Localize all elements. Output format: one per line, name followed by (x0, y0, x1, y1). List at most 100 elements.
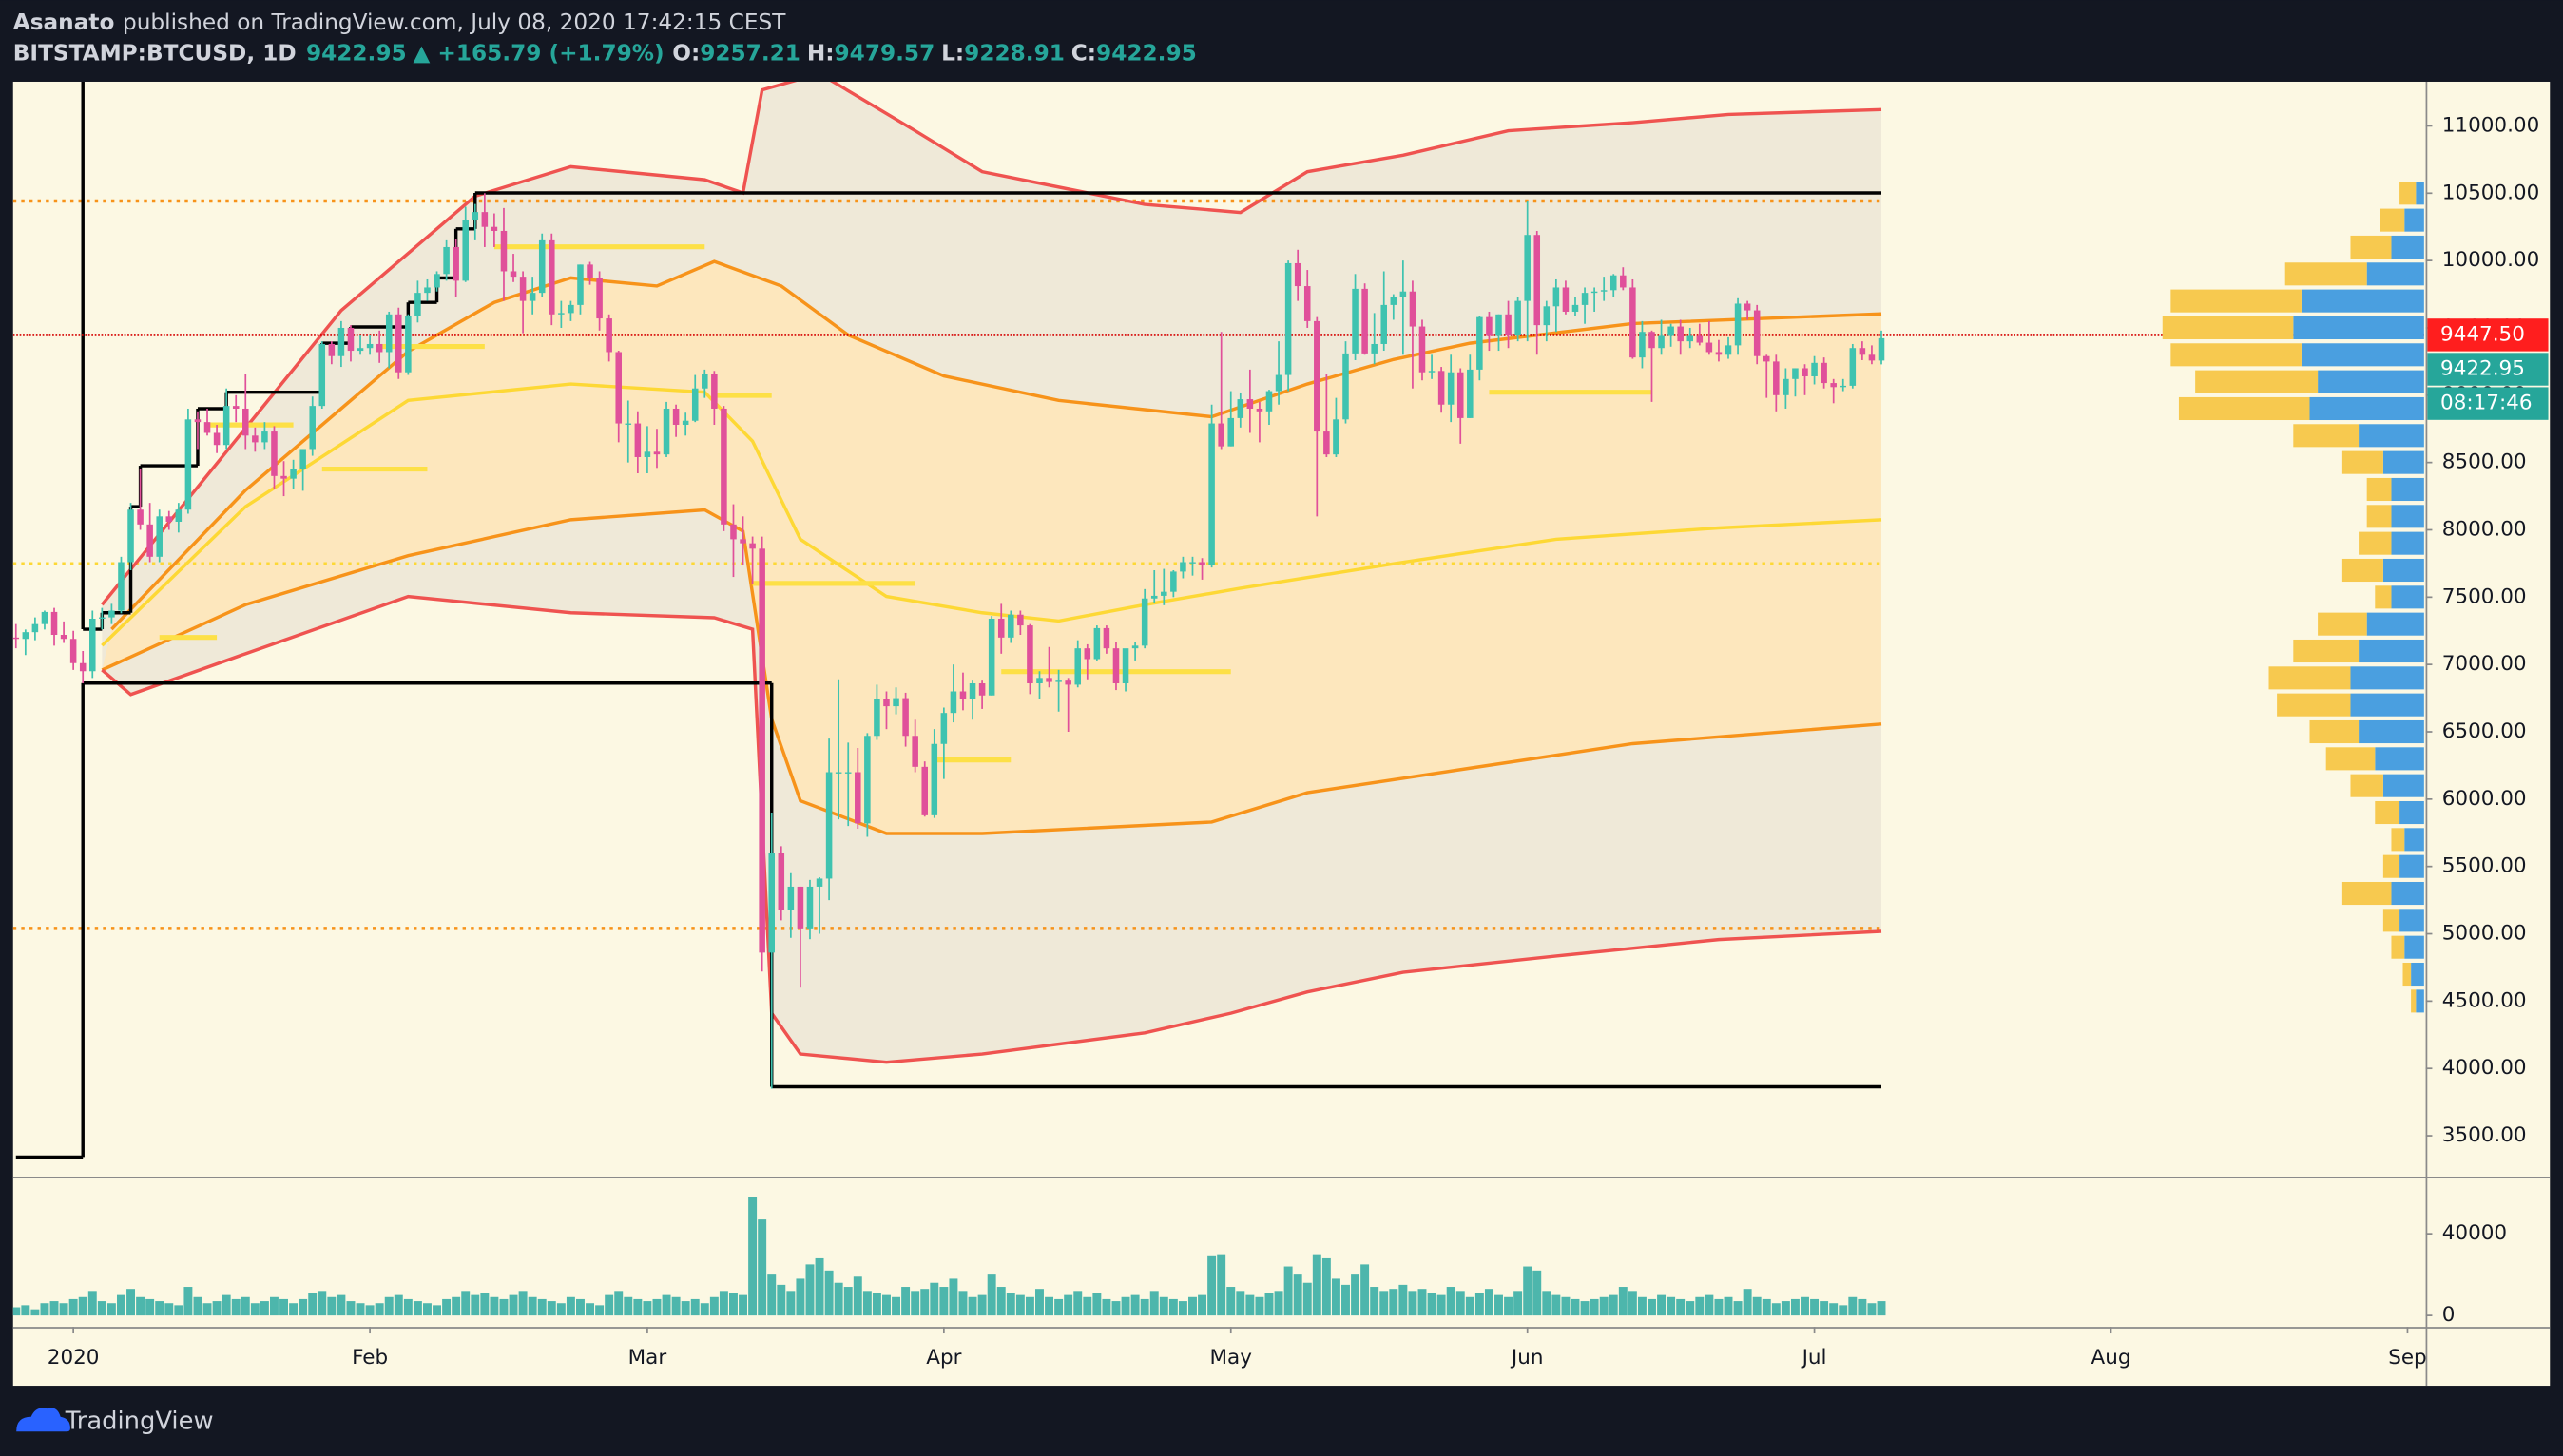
volume-bar (1083, 1296, 1092, 1316)
candle-body (337, 327, 345, 356)
volume-bar (1092, 1293, 1102, 1316)
volume-bar (1025, 1296, 1034, 1316)
volume-bar (106, 1303, 116, 1316)
candle-body (1849, 348, 1857, 386)
price-label: 9422.95 (2440, 357, 2525, 381)
y-tick-label: 11000.00 (2442, 113, 2540, 137)
candle-body (1122, 648, 1129, 684)
profile-up (2416, 182, 2424, 205)
volume-bar (59, 1303, 68, 1316)
candle-body (280, 475, 287, 479)
profile-down (2268, 666, 2351, 690)
candle-body (874, 699, 880, 737)
candle-body (730, 524, 737, 540)
candle-body (12, 637, 20, 640)
candle-body (1036, 678, 1043, 684)
volume-bar (1188, 1296, 1197, 1316)
volume-bar (996, 1287, 1006, 1316)
candle-body (481, 212, 489, 227)
candle-body (41, 611, 48, 624)
volume-bar (299, 1298, 308, 1316)
candle-body (1112, 648, 1120, 684)
volume-bar (87, 1291, 97, 1316)
volume-bar (1054, 1298, 1064, 1316)
candle-body (883, 699, 890, 707)
candle-body (472, 212, 479, 220)
candle-body (127, 509, 134, 563)
profile-down (2341, 558, 2383, 583)
volume-bar (576, 1298, 585, 1316)
symbol: BITSTAMP:BTCUSD, 1D (13, 40, 297, 66)
band-line (101, 382, 1882, 647)
candle-body (1428, 371, 1436, 373)
volume-bar (748, 1197, 758, 1316)
volume-bar (614, 1291, 624, 1316)
candle-body (749, 543, 756, 549)
candle-body (108, 610, 115, 618)
volume-bar (834, 1282, 843, 1316)
candle-body (434, 274, 440, 288)
candle-body (1802, 368, 1808, 376)
volume-bar (1149, 1291, 1159, 1316)
volume-bar (1321, 1257, 1331, 1316)
volume-bar (930, 1282, 939, 1316)
candle-body (825, 772, 833, 879)
candle-body (634, 423, 642, 457)
candle-body (1686, 335, 1694, 342)
header-line-2: BITSTAMP:BTCUSD, 1D 9422.95 ▲ +165.79 (+1.… (13, 40, 1197, 66)
volume-bar (1455, 1291, 1465, 1316)
volume-bar (394, 1294, 403, 1316)
candle-body (1514, 300, 1521, 335)
volume-bar (1771, 1303, 1781, 1316)
y-tick-label: 7000.00 (2442, 652, 2527, 676)
profile-down (2350, 235, 2392, 259)
candle-body (1189, 562, 1196, 564)
profile-down (2382, 854, 2400, 878)
x-tick-label: Sep (2388, 1346, 2427, 1370)
x-tick-label: Aug (2091, 1346, 2131, 1370)
candle-body (1629, 287, 1636, 358)
volume-bar (1504, 1296, 1513, 1316)
volume-bar (633, 1298, 643, 1316)
x-tick-label: Jun (1510, 1346, 1544, 1370)
band-line (101, 508, 1882, 835)
candle-body (414, 293, 421, 316)
volume-bar (403, 1298, 413, 1316)
volume-bar (1436, 1294, 1446, 1316)
volume-bar (700, 1303, 709, 1316)
band-fill (102, 261, 1882, 833)
volume-bar (1714, 1298, 1724, 1316)
candle-body (405, 316, 412, 373)
candle-body (844, 772, 852, 774)
volume-bar (528, 1296, 537, 1316)
high-label: H: (807, 40, 835, 66)
candle-body (1648, 332, 1655, 349)
profile-up (2411, 962, 2424, 987)
volume-bar (1724, 1296, 1733, 1316)
candle-body (1103, 627, 1110, 649)
x-tick-label: 2020 (48, 1346, 100, 1370)
candle-body (997, 618, 1005, 638)
axes: 0 40000 3500.00 4000.00 4500.00 5000.00 5500.0… (48, 113, 2549, 1370)
candle-body (931, 743, 938, 815)
candle-body (252, 435, 259, 443)
y-tick-label: 7500.00 (2442, 584, 2527, 608)
volume-bar (1245, 1294, 1255, 1316)
candle-body (663, 408, 670, 455)
author: Asanato (13, 10, 115, 35)
profile-up (2399, 854, 2424, 878)
profile-up (2391, 235, 2424, 259)
volume-bar (1523, 1266, 1532, 1316)
candle-body (318, 343, 326, 407)
profile-up (2366, 262, 2424, 286)
profile-down (2366, 505, 2392, 528)
price-label: 9447.50 (2440, 322, 2525, 346)
x-tick-label: Mar (628, 1346, 667, 1370)
volume-bar (68, 1298, 78, 1316)
candle-body (1533, 235, 1541, 326)
volume-bar (423, 1303, 432, 1316)
change: ▲ +165.79 (+1.79%) (414, 40, 665, 66)
y-tick-label: 5500.00 (2442, 854, 2527, 878)
volume-bar (719, 1291, 728, 1316)
volume-bar (1637, 1296, 1647, 1316)
